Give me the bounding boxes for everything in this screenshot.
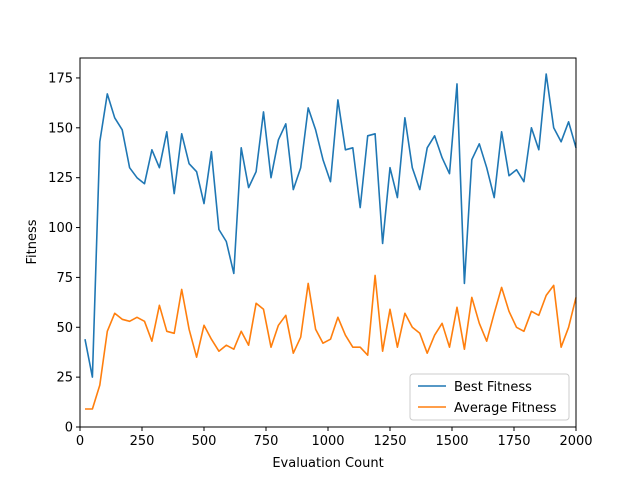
x-axis-label: Evaluation Count [272, 456, 383, 471]
y-axis-label: Fitness [25, 219, 40, 264]
y-tick-label: 100 [48, 221, 73, 236]
x-tick-label: 1750 [497, 434, 530, 449]
x-tick-label: 500 [192, 434, 217, 449]
x-tick-label: 1250 [373, 434, 406, 449]
y-tick-label: 50 [56, 321, 73, 336]
legend-box [409, 373, 570, 421]
y-tick-label: 175 [48, 71, 73, 86]
y-tick-label: 150 [48, 121, 73, 136]
y-tick-label: 25 [56, 371, 73, 386]
legend-label-average-fitness: Average Fitness [454, 401, 557, 416]
y-tick-label: 125 [48, 171, 73, 186]
series-layer [84, 73, 577, 410]
y-tick-label: 0 [65, 421, 73, 436]
y-axis: 0 25 50 75 100 125 150 175 [48, 71, 80, 436]
x-tick-label: 0 [76, 434, 84, 449]
series-line-best-fitness [84, 73, 577, 378]
x-tick-label: 250 [130, 434, 155, 449]
legend-label-best-fitness: Best Fitness [454, 380, 532, 395]
legend: Best Fitness Average Fitness [409, 373, 570, 421]
x-tick-label: 1500 [435, 434, 468, 449]
x-tick-label: 2000 [559, 434, 592, 449]
y-tick-label: 75 [56, 271, 73, 286]
series-line-average-fitness [85, 274, 577, 410]
x-axis: 0 250 500 750 1000 1250 1500 1750 2000 [76, 427, 593, 449]
x-tick-label: 1000 [311, 434, 344, 449]
x-tick-label: 750 [254, 434, 279, 449]
